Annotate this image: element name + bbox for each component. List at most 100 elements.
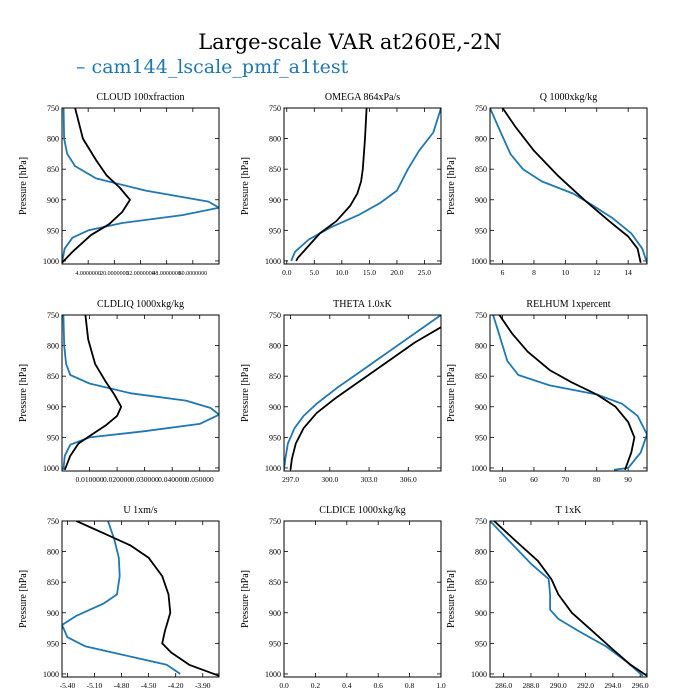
x-tick-label: 297.0 — [282, 475, 299, 484]
model-line — [290, 108, 441, 262]
x-tick-label: 80 — [593, 475, 601, 484]
y-tick-label: 950 — [269, 226, 281, 235]
reference-line — [76, 521, 219, 677]
x-tick-label: 50 — [499, 475, 507, 484]
x-tick-label: 0.8 — [405, 681, 415, 690]
y-axis-label: Pressure [hPa] — [446, 157, 457, 215]
x-tick-label: 288.0 — [523, 681, 540, 690]
panel-frame — [61, 314, 220, 472]
x-tick-label: 294.0 — [604, 681, 621, 690]
y-tick-label: 1000 — [43, 464, 59, 473]
y-tick-label: 900 — [269, 196, 281, 205]
panel-title: THETA 1.0xK — [333, 299, 392, 310]
y-axis-label: Pressure [hPa] — [240, 157, 251, 215]
y-tick-label: 800 — [269, 342, 281, 351]
panel-title: T 1xK — [556, 505, 582, 516]
x-tick-label: 0.2 — [311, 681, 321, 690]
x-tick-label: 300.0 — [321, 475, 338, 484]
y-tick-label: 900 — [475, 196, 487, 205]
reference-line — [295, 108, 368, 262]
panel-frame — [61, 107, 220, 265]
y-tick-label: 800 — [47, 548, 59, 557]
y-tick-label: 750 — [47, 104, 59, 113]
x-tick-label: 10.0 — [335, 268, 348, 277]
y-tick-label: 750 — [475, 517, 487, 526]
x-tick-label: 0.6 — [374, 681, 384, 690]
y-tick-label: 950 — [269, 639, 281, 648]
y-tick-label: 950 — [269, 433, 281, 442]
y-tick-label: 900 — [475, 609, 487, 618]
y-tick-label: 850 — [47, 165, 59, 174]
x-tick-label: 4.0000000 — [75, 271, 101, 277]
y-tick-label: 850 — [475, 165, 487, 174]
y-tick-label: 750 — [269, 311, 281, 320]
reference-line — [501, 108, 642, 263]
x-tick-label: 5.0 — [310, 268, 320, 277]
panel-6: RELHUM 1xpercent Pressure [hPa] 750 800 850 9… — [446, 299, 648, 484]
reference-line — [493, 521, 647, 677]
y-tick-label: 800 — [475, 548, 487, 557]
y-tick-label: 950 — [47, 433, 59, 442]
y-axis-label: Pressure [hPa] — [18, 364, 29, 422]
x-tick-label: -4.50 — [141, 681, 157, 690]
x-tick-label: 25.0 — [418, 268, 431, 277]
x-tick-label: 0.020000 — [103, 475, 131, 484]
panel-frame — [489, 314, 648, 472]
panel-title: Q 1000xkg/kg — [540, 92, 598, 103]
model-line — [62, 315, 219, 470]
x-tick-label: 8 — [532, 268, 536, 277]
y-tick-label: 1000 — [471, 464, 487, 473]
x-tick-label: 0.0 — [282, 268, 292, 277]
y-tick-label: 800 — [475, 135, 487, 144]
y-tick-label: 850 — [47, 578, 59, 587]
legend-label: cam144_lscale_pmf_a1test — [91, 56, 349, 78]
x-tick-label: 60 — [530, 475, 538, 484]
panel-frame — [283, 314, 442, 472]
panel-2: OMEGA 864xPa/s Pressure [hPa] 750 800 850 900… — [240, 92, 442, 277]
y-tick-label: 750 — [475, 311, 487, 320]
x-tick-label: 0.030000 — [131, 475, 159, 484]
panel-9: T 1xK Pressure [hPa] 750 800 850 900 950 1000 28… — [446, 505, 649, 690]
reference-line — [289, 326, 441, 470]
y-axis-label: Pressure [hPa] — [446, 570, 457, 628]
model-line — [62, 108, 219, 263]
panel-title: CLOUD 100xfraction — [96, 92, 184, 103]
y-axis-label: Pressure [hPa] — [18, 157, 29, 215]
y-tick-label: 750 — [47, 311, 59, 320]
y-tick-label: 1000 — [265, 464, 281, 473]
panel-frame — [283, 107, 442, 265]
y-axis-label: Pressure [hPa] — [446, 364, 457, 422]
x-tick-label: 48.0000000 — [152, 271, 181, 277]
x-tick-label: 290.0 — [550, 681, 567, 690]
x-tick-label: 286.0 — [495, 681, 512, 690]
x-tick-label: 20.0 — [390, 268, 403, 277]
legend-swatch: – — [76, 56, 86, 78]
x-tick-label: 0.010000 — [75, 475, 103, 484]
panel-title: U 1xm/s — [123, 505, 157, 516]
panel-frame — [489, 520, 648, 678]
x-tick-label: 12 — [593, 268, 601, 277]
y-tick-label: 850 — [47, 372, 59, 381]
figure-title: Large-scale VAR at260E,-2N — [198, 30, 502, 54]
y-axis-label: Pressure [hPa] — [240, 364, 251, 422]
panel-title: OMEGA 864xPa/s — [325, 92, 400, 103]
y-tick-label: 750 — [269, 104, 281, 113]
x-tick-label: 0.4 — [342, 681, 352, 690]
x-tick-label: 32.0000000 — [126, 271, 155, 277]
y-tick-label: 1000 — [43, 257, 59, 266]
panel-1: CLOUD 100xfraction Pressure [hPa] 750 800 85… — [18, 92, 220, 277]
y-tick-label: 800 — [269, 135, 281, 144]
panel-7: U 1xm/s Pressure [hPa] 750 800 850 900 950 1000… — [18, 505, 220, 690]
x-tick-label: -5.40 — [60, 681, 76, 690]
y-tick-label: 850 — [475, 372, 487, 381]
legend: – cam144_lscale_pmf_a1test — [76, 56, 348, 78]
reference-line — [62, 108, 131, 264]
y-tick-label: 1000 — [471, 257, 487, 266]
x-tick-label: 0.040000 — [158, 475, 186, 484]
panel-4: CLDLIQ 1000xkg/kg Pressure [hPa] 750 800 850… — [18, 299, 220, 484]
x-tick-label: 6 — [501, 268, 505, 277]
x-tick-label: 15.0 — [363, 268, 376, 277]
panel-8: CLDICE 1000xkg/kg Pressure [hPa] 750 800 850… — [240, 505, 446, 690]
x-tick-label: -3.90 — [195, 681, 211, 690]
